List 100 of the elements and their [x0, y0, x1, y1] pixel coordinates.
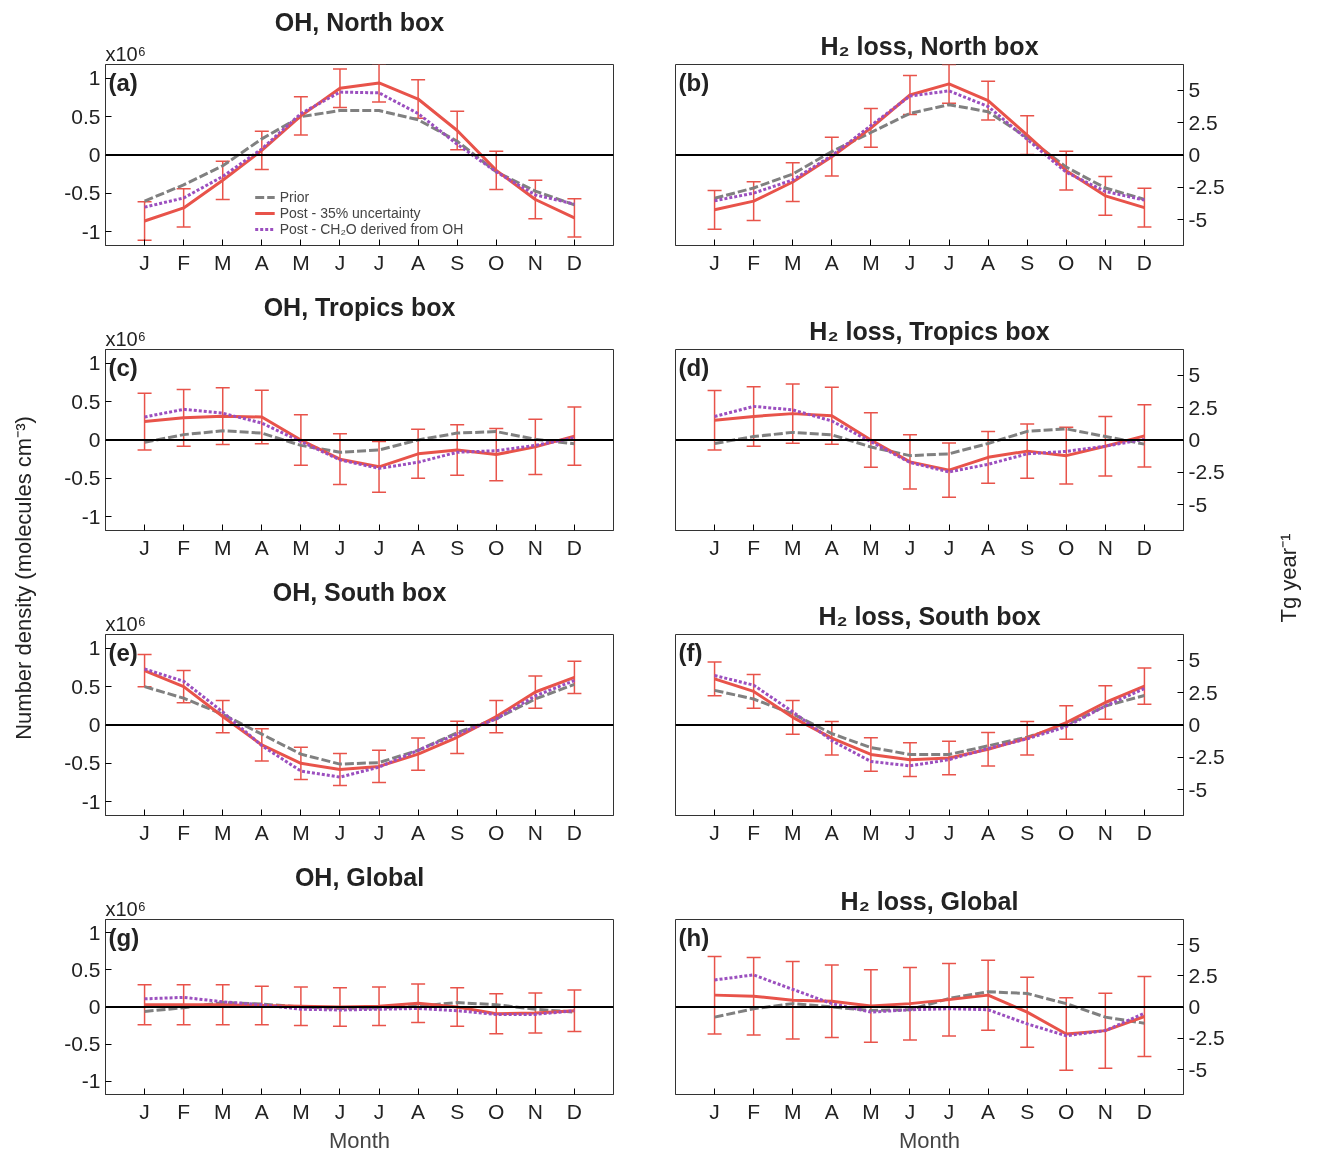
- annotation: (f): [678, 638, 703, 666]
- x-tick-label: M: [213, 1099, 232, 1123]
- y2-tick-label: 0: [1188, 713, 1201, 736]
- x-tick-label: A: [411, 820, 426, 844]
- y2-tick-label: 5: [1188, 648, 1201, 672]
- x-tick-label: J: [373, 820, 385, 844]
- legend-label: Post - 35% uncertainty: [279, 205, 421, 221]
- y-tick-label: 0.5: [71, 104, 101, 128]
- x-tick-label: O: [1058, 535, 1075, 559]
- x-tick-label: M: [783, 820, 802, 844]
- x-tick-label: J: [334, 250, 346, 274]
- line-series: [713, 688, 1146, 756]
- x-tick-label: S: [1020, 250, 1035, 274]
- x-tick-label: J: [904, 820, 916, 844]
- y-tick-label: -1: [81, 789, 101, 813]
- x-tick-label: D: [566, 250, 583, 274]
- x-tick-label: J: [709, 250, 720, 274]
- x-tick-label: J: [334, 820, 346, 844]
- legend-label: Prior: [279, 189, 310, 205]
- x-tick-label: D: [1136, 1099, 1153, 1123]
- x-tick-label: J: [904, 1099, 916, 1123]
- x-tick-label: M: [292, 535, 310, 559]
- x-tick-label: F: [177, 820, 191, 844]
- x-tick-label: J: [139, 535, 150, 559]
- chart-title: H₂ loss, South box: [818, 601, 1041, 630]
- y-tick-label: 1: [88, 351, 101, 375]
- y2-tick-label: -5: [1188, 777, 1208, 801]
- y-tick-label: -0.5: [64, 1032, 101, 1056]
- x-tick-label: J: [373, 1099, 385, 1123]
- x-tick-label: F: [177, 250, 191, 274]
- y2-tick-label: 2.5: [1188, 680, 1218, 704]
- y-tick-label: 0: [88, 428, 101, 451]
- x-tick-label: N: [1097, 1099, 1113, 1123]
- x-tick-label: M: [213, 820, 232, 844]
- y-tick-label: -1: [81, 504, 101, 528]
- x-tick-label: S: [1020, 820, 1035, 844]
- x-tick-label: M: [292, 250, 310, 274]
- annotation: (h): [678, 923, 710, 951]
- text: x10⁶: [105, 612, 146, 635]
- y2-tick-label: 0: [1188, 143, 1201, 166]
- x-tick-label: J: [709, 1099, 720, 1123]
- x-tick-label: O: [1058, 820, 1075, 844]
- x-tick-label: N: [527, 820, 543, 844]
- line-series: [713, 990, 1146, 1025]
- y2-tick-label: -2.5: [1188, 460, 1225, 484]
- x-axis-title: Month: [898, 1127, 961, 1153]
- x-tick-label: A: [254, 1099, 269, 1123]
- x-tick-label: F: [177, 1099, 191, 1123]
- x-tick-label: F: [177, 535, 191, 559]
- y2-tick-label: 2.5: [1188, 110, 1218, 134]
- x-tick-label: A: [981, 1099, 996, 1123]
- x-tick-label: N: [527, 535, 543, 559]
- x-tick-label: N: [1097, 820, 1113, 844]
- x-tick-label: J: [373, 535, 385, 559]
- x-tick-label: M: [783, 250, 802, 274]
- chart-title: H₂ loss, Tropics box: [809, 316, 1050, 345]
- x-tick-label: J: [943, 820, 955, 844]
- annotation: (a): [108, 68, 138, 96]
- x-tick-label: S: [450, 820, 465, 844]
- annotation: (d): [678, 353, 710, 381]
- y-tick-label: 1: [88, 920, 101, 944]
- y2-tick-label: -5: [1188, 207, 1208, 231]
- x-tick-label: F: [747, 820, 761, 844]
- y2-tick-label: -2.5: [1188, 745, 1225, 769]
- x-tick-label: S: [450, 250, 465, 274]
- x-axis-title: Month: [328, 1127, 391, 1153]
- line-series: [143, 109, 576, 207]
- y2-tick-label: 5: [1188, 932, 1201, 956]
- x-tick-label: N: [1097, 535, 1113, 559]
- annotation: (e): [108, 638, 138, 666]
- x-tick-label: A: [411, 1099, 426, 1123]
- line-series: [143, 995, 576, 1016]
- x-tick-label: A: [824, 820, 839, 844]
- x-tick-label: A: [824, 250, 839, 274]
- y-tick-label: -0.5: [64, 181, 101, 205]
- x-tick-label: A: [981, 535, 996, 559]
- x-tick-label: D: [566, 820, 583, 844]
- x-tick-label: A: [981, 250, 996, 274]
- x-tick-label: D: [566, 535, 583, 559]
- x-tick-label: J: [139, 250, 150, 274]
- x-tick-label: J: [334, 535, 346, 559]
- x-tick-label: S: [450, 1099, 465, 1123]
- y2-tick-label: 0: [1188, 995, 1201, 1018]
- x-tick-label: A: [981, 820, 996, 844]
- annotation: x10⁶: [105, 897, 146, 920]
- x-tick-label: N: [527, 250, 543, 274]
- x-tick-label: F: [747, 250, 761, 274]
- x-tick-label: S: [1020, 535, 1035, 559]
- x-tick-label: O: [1058, 250, 1075, 274]
- legend-label: Post - CH₂O derived from OH: [279, 221, 464, 237]
- x-tick-label: M: [292, 820, 310, 844]
- text: x10⁶: [105, 42, 146, 65]
- annotation: (g): [108, 923, 140, 951]
- y-tick-label: -0.5: [64, 466, 101, 490]
- x-tick-label: J: [904, 535, 916, 559]
- x-tick-label: J: [943, 535, 955, 559]
- x-tick-label: D: [566, 1099, 583, 1123]
- x-tick-label: D: [1136, 535, 1153, 559]
- x-tick-label: N: [1097, 250, 1113, 274]
- y-tick-label: 1: [88, 636, 101, 660]
